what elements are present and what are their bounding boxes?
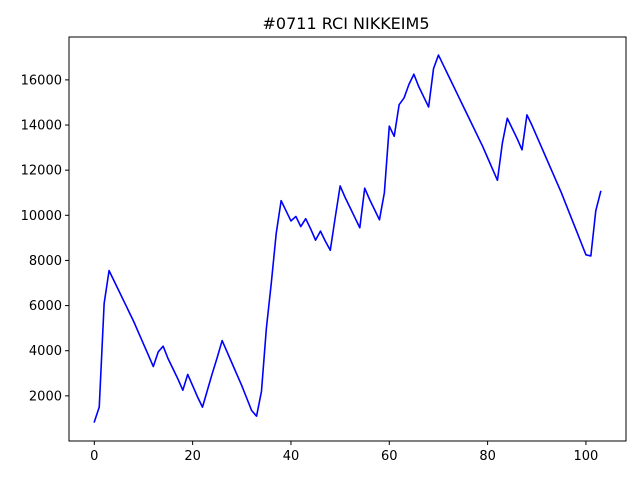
y-tick-label-7: 16000 xyxy=(21,73,62,88)
y-tick-label-0: 2000 xyxy=(29,389,62,404)
y-tick-label-2: 6000 xyxy=(29,299,62,314)
y-tick-label-1: 4000 xyxy=(29,344,62,359)
plot-frame xyxy=(68,36,627,442)
series-line-0 xyxy=(93,54,602,423)
y-tick-label-6: 14000 xyxy=(21,119,62,134)
x-tick-label-5: 100 xyxy=(574,449,599,464)
x-tick-label-0: 0 xyxy=(90,449,98,464)
x-tick-label-1: 20 xyxy=(184,449,201,464)
x-tick-label-2: 40 xyxy=(283,449,300,464)
x-tick-label-3: 60 xyxy=(381,449,398,464)
y-tick-label-4: 10000 xyxy=(21,209,62,224)
y-tick-label-3: 8000 xyxy=(29,254,62,269)
y-tick-label-5: 12000 xyxy=(21,164,62,179)
plot-area: 0 20 40 60 80 100 2000 4000 6000 8000 10000 12000 14… xyxy=(21,36,627,464)
chart-title: #0711 RCI NIKKEIM5 xyxy=(263,14,430,33)
x-tick-label-4: 80 xyxy=(479,449,496,464)
